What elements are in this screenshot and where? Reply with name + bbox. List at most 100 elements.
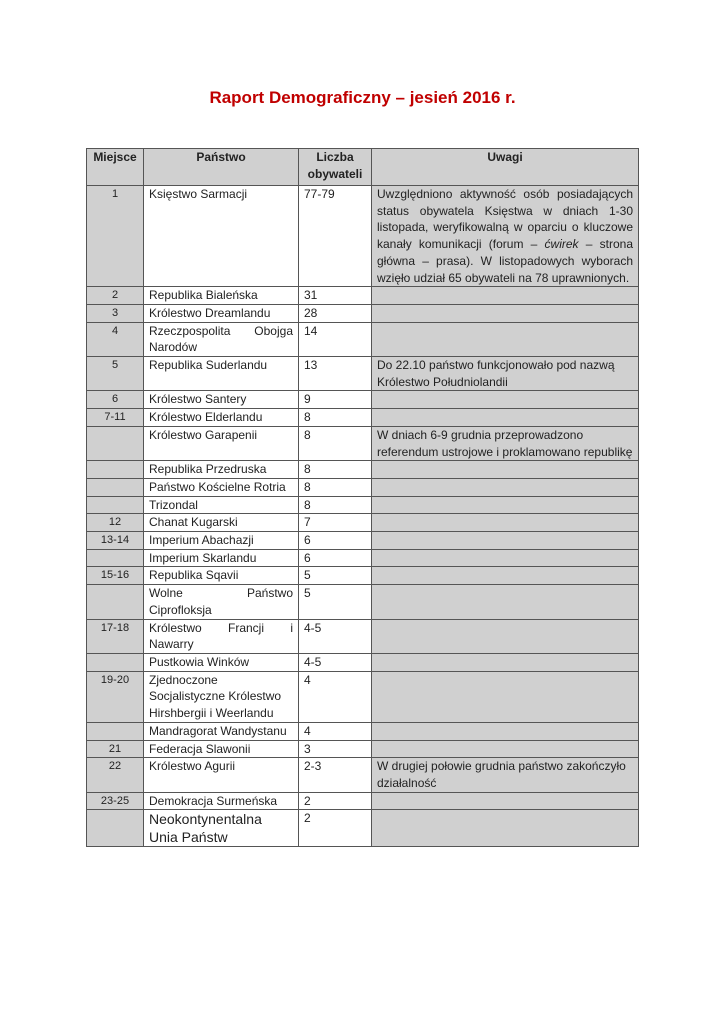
- place-cell: 22: [86, 757, 144, 793]
- notes-cell: [371, 618, 639, 654]
- citizens-cell: 8: [298, 477, 372, 497]
- country-cell: Królestwo Garapenii: [143, 425, 299, 462]
- country-cell: Republika Bialeńska: [143, 286, 299, 305]
- country-cell: Republika Suderlandu: [143, 356, 299, 392]
- header-citizens: Liczba obywateli: [298, 148, 372, 186]
- notes-cell: [371, 460, 639, 479]
- page-title: Raport Demograficzny – jesień 2016 r.: [209, 88, 516, 107]
- notes-cell: W drugiej połowie grudnia państwo zakońc…: [371, 757, 639, 793]
- country-cell: Imperium Abachazji: [143, 531, 299, 550]
- place-cell: 21: [86, 739, 144, 759]
- place-cell: 17-18: [86, 618, 144, 654]
- table-row: 3 Królestwo Dreamlandu 28: [86, 303, 639, 323]
- table-row: Wolne Państwo Ciprofloksja 5: [86, 584, 639, 620]
- place-cell: 12: [86, 513, 144, 533]
- place-cell: [86, 477, 144, 497]
- place-cell: 15-16: [86, 566, 144, 586]
- country-cell: Królestwo Santery: [143, 390, 299, 410]
- citizens-cell: 5: [298, 584, 372, 620]
- country-cell: Chanat Kugarski: [143, 513, 299, 533]
- notes-cell: W dniach 6-9 grudnia przeprowadzono refe…: [371, 425, 639, 462]
- table-row: 12 Chanat Kugarski 7: [86, 513, 639, 533]
- notes-cell: [371, 531, 639, 550]
- citizens-cell: 4-5: [298, 652, 372, 672]
- place-cell: 2: [86, 286, 144, 305]
- country-cell: Zjednoczone Socjalistyczne Królestwo Hir…: [143, 670, 299, 723]
- country-cell: Republika Sqavii: [143, 566, 299, 586]
- place-cell: 23-25: [86, 791, 144, 811]
- place-cell: [86, 460, 144, 479]
- citizens-cell: 4-5: [298, 618, 372, 654]
- country-cell: Królestwo Francji i Nawarry: [143, 618, 299, 654]
- place-cell: [86, 721, 144, 741]
- notes-cell: [371, 548, 639, 568]
- table-row: Neokontynentalna Unia Państw 2: [86, 809, 639, 848]
- citizens-cell: 8: [298, 425, 372, 462]
- table-row: 15-16 Republika Sqavii 5: [86, 566, 639, 586]
- country-cell: Mandragorat Wandystanu: [143, 721, 299, 741]
- table-row: 21 Federacja Slawonii 3: [86, 739, 639, 759]
- citizens-cell: 28: [298, 303, 372, 323]
- country-cell: Republika Przedruska: [143, 460, 299, 479]
- table-row: 6 Królestwo Santery 9: [86, 390, 639, 410]
- notes-cell: [371, 408, 639, 427]
- place-cell: 4: [86, 321, 144, 358]
- notes-cell: [371, 584, 639, 620]
- notes-cell: [371, 670, 639, 723]
- country-cell: Imperium Skarlandu: [143, 548, 299, 568]
- table-header-row: Miejsce Państwo Liczba obywateli Uwagi: [86, 148, 639, 186]
- citizens-cell: 14: [298, 321, 372, 358]
- place-cell: [86, 584, 144, 620]
- country-cell: Królestwo Elderlandu: [143, 408, 299, 427]
- notes-cell: [371, 721, 639, 741]
- country-cell: Księstwo Sarmacji: [143, 184, 299, 288]
- place-cell: [86, 425, 144, 462]
- citizens-cell: 8: [298, 460, 372, 479]
- place-cell: 6: [86, 390, 144, 410]
- citizens-cell: 2: [298, 791, 372, 811]
- table-row: Imperium Skarlandu 6: [86, 548, 639, 568]
- notes-cell: Do 22.10 państwo funkcjonowało pod nazwą…: [371, 356, 639, 392]
- place-cell: 5: [86, 356, 144, 392]
- citizens-cell: 6: [298, 531, 372, 550]
- header-country: Państwo: [143, 148, 299, 186]
- notes-cell: [371, 286, 639, 305]
- citizens-cell: 13: [298, 356, 372, 392]
- country-cell: Pustkowia Winków: [143, 652, 299, 672]
- notes-cell: [371, 809, 639, 848]
- country-cell: Neokontynentalna Unia Państw: [143, 809, 299, 848]
- notes-cell: [371, 303, 639, 323]
- table-row: Królestwo Garapenii 8 W dniach 6-9 grudnia…: [86, 425, 639, 462]
- place-cell: [86, 652, 144, 672]
- citizens-cell: 5: [298, 566, 372, 586]
- table-row: Pustkowia Winków 4-5: [86, 652, 639, 672]
- citizens-cell: 9: [298, 390, 372, 410]
- place-cell: 3: [86, 303, 144, 323]
- place-cell: 7-11: [86, 408, 144, 427]
- country-cell: Trizondal: [143, 495, 299, 515]
- country-cell: Demokracja Surmeńska: [143, 791, 299, 811]
- country-cell: Federacja Slawonii: [143, 739, 299, 759]
- header-place: Miejsce: [86, 148, 144, 186]
- table-row: 23-25 Demokracja Surmeńska 2: [86, 791, 639, 811]
- notes-cell: Uwzględniono aktywność osób posiadającyc…: [371, 184, 639, 288]
- notes-cell: [371, 566, 639, 586]
- table-row: Republika Przedruska 8: [86, 460, 639, 479]
- table-row: Mandragorat Wandystanu 4: [86, 721, 639, 741]
- table-row: 5 Republika Suderlandu 13 Do 22.10 państwo …: [86, 356, 639, 392]
- table-row: 1 Księstwo Sarmacji 77-79 Uwzględniono akty…: [86, 184, 639, 288]
- citizens-cell: 8: [298, 495, 372, 515]
- citizens-cell: 4: [298, 670, 372, 723]
- citizens-cell: 4: [298, 721, 372, 741]
- table-row: Państwo Kościelne Rotria 8: [86, 477, 639, 497]
- citizens-cell: 31: [298, 286, 372, 305]
- place-cell: 19-20: [86, 670, 144, 723]
- notes-cell: [371, 390, 639, 410]
- place-cell: 1: [86, 184, 144, 288]
- place-cell: [86, 548, 144, 568]
- notes-cell: [371, 321, 639, 358]
- notes-cell: [371, 477, 639, 497]
- citizens-cell: 2: [298, 809, 372, 848]
- country-cell: Królestwo Dreamlandu: [143, 303, 299, 323]
- place-cell: [86, 495, 144, 515]
